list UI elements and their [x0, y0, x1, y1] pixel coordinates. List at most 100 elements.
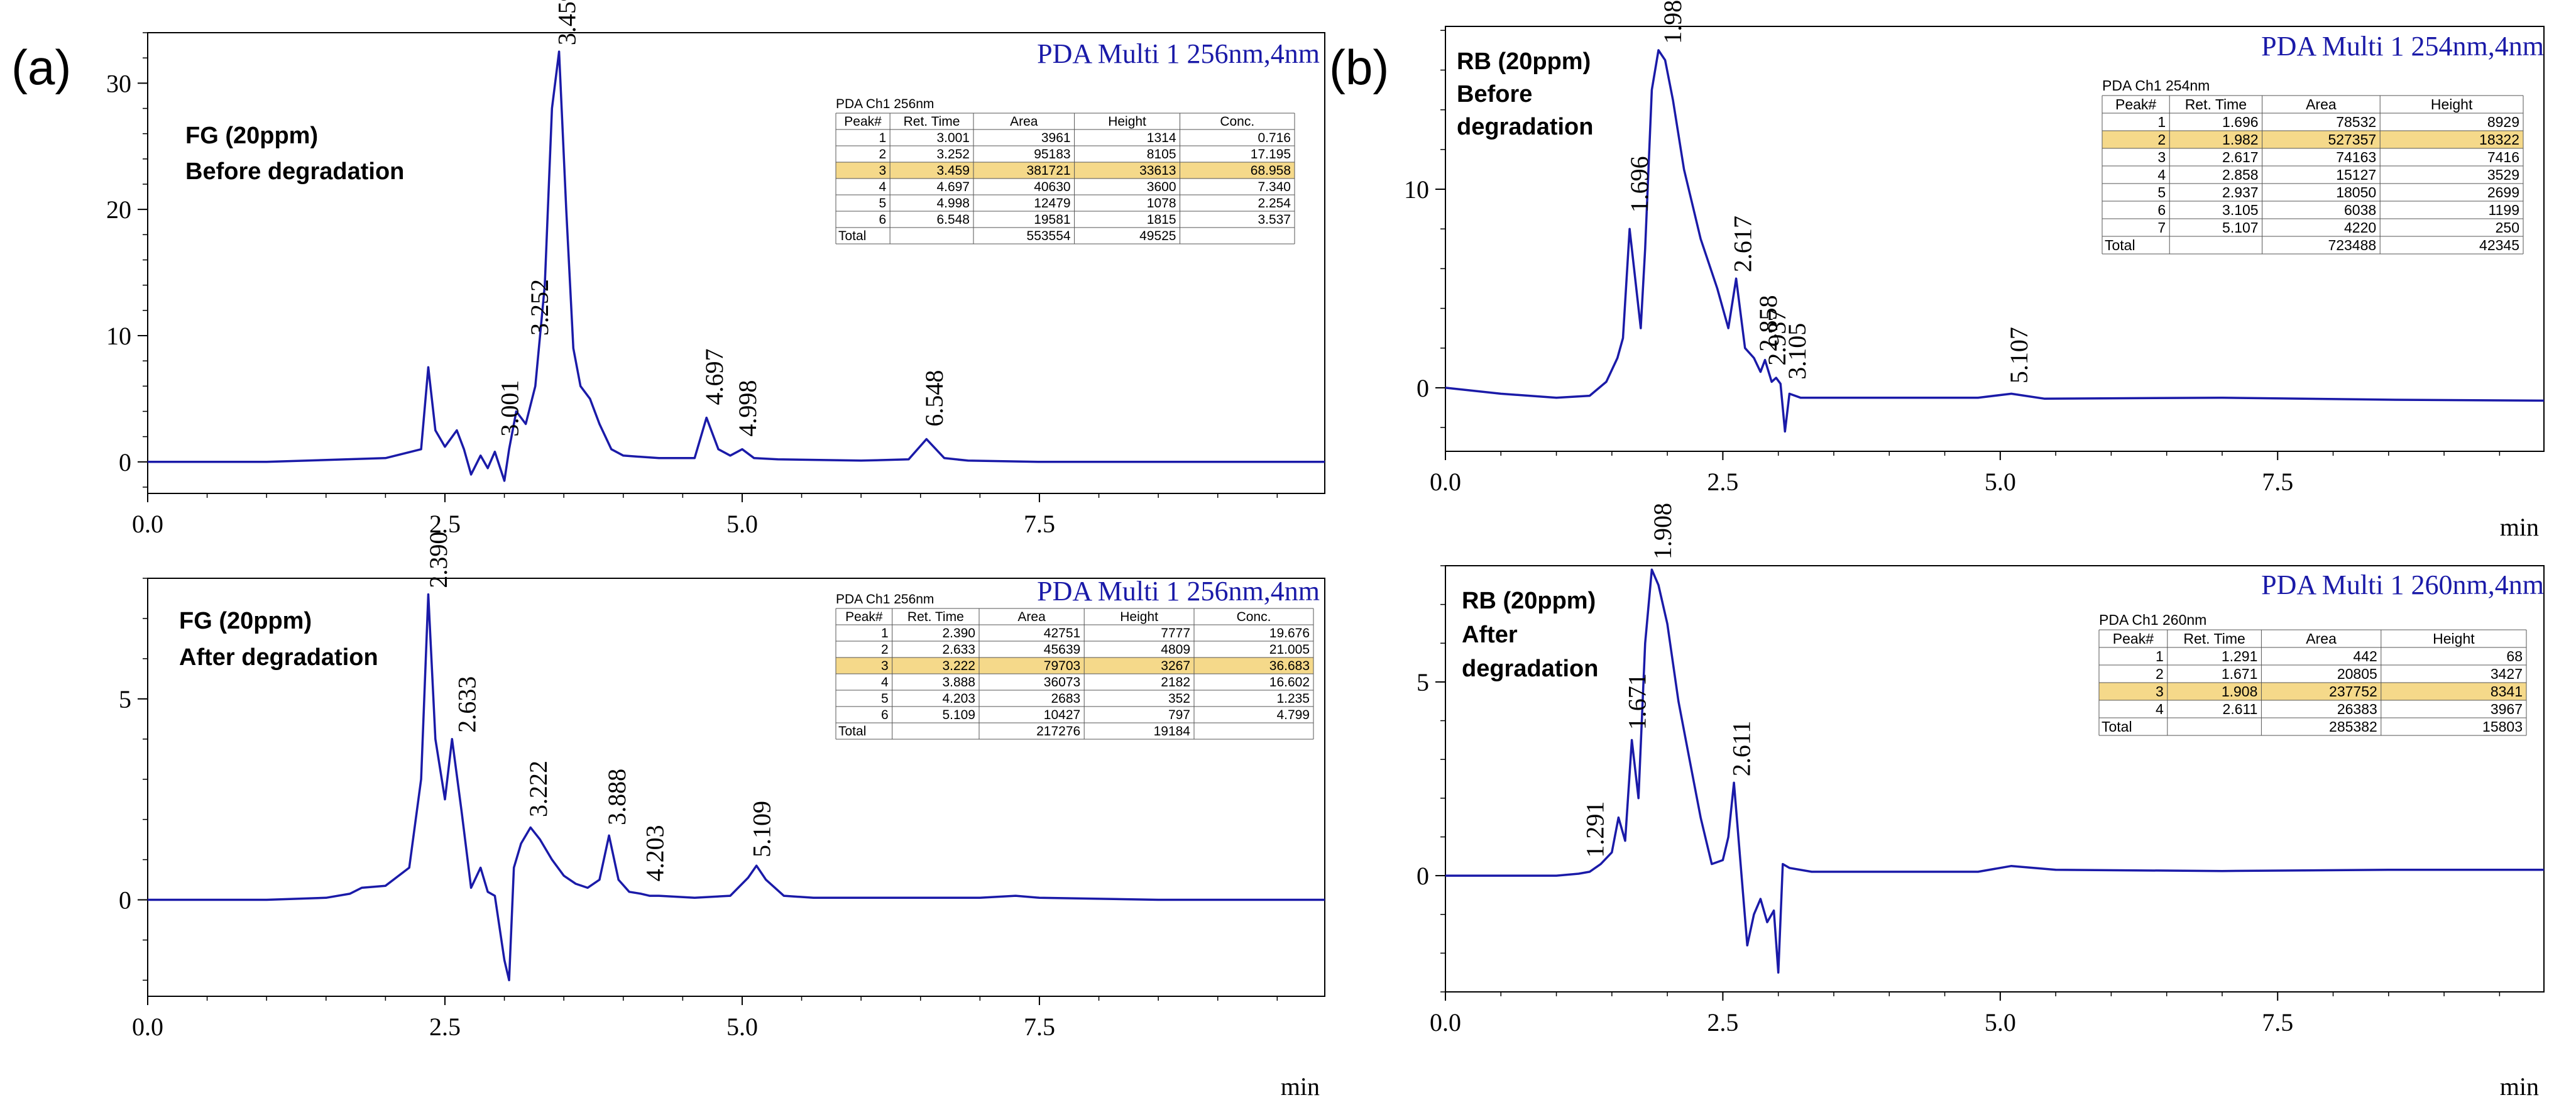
table-cell: 0.716	[1258, 131, 1291, 145]
chart-fg_before: 0.0 2.5 5.0 7.5 0 10 20 30 PDA Multi 1 256nm,4nm…	[106, 0, 1325, 538]
x-tick-label: 2.5	[1707, 468, 1738, 496]
plot-frame	[147, 578, 1325, 997]
peak-label: 2.633	[452, 676, 481, 733]
table-cell: 8929	[2487, 114, 2519, 130]
table-cell: 10427	[1044, 708, 1080, 722]
table-header-cell: Height	[2433, 630, 2475, 647]
peak-label: 5.107	[2005, 327, 2033, 383]
table-cell: 1	[881, 626, 889, 641]
chart-fg_after: 0.0 2.5 5.0 7.5 0 5 min PDA Multi 1 256nm,4nm FG…	[119, 532, 1325, 1100]
y-tick-label: 0	[1417, 862, 1429, 890]
table-header-cell: Peak#	[2113, 630, 2154, 647]
table-cell: 3967	[2491, 701, 2523, 717]
table-cell: Total	[838, 724, 866, 739]
table-cell: 6	[2157, 202, 2166, 218]
table-cell: 4.203	[942, 691, 975, 706]
table-header-cell: Height	[1108, 114, 1146, 129]
table-cell: 3	[879, 163, 886, 178]
chart-rb_before: 0.0 2.5 5.0 7.5 0 10 min PDA Multi 1 254nm,4nm R…	[1404, 0, 2545, 541]
panel-label-a: (a)	[11, 40, 72, 95]
table-cell: 3529	[2487, 167, 2519, 183]
sample-label: FG (20ppm)	[179, 608, 312, 634]
table-cell: 1.908	[2222, 683, 2258, 700]
x-axis-label: min	[1281, 1072, 1320, 1100]
table-cell: 285382	[2329, 718, 2377, 735]
table-cell: 237752	[2329, 683, 2377, 700]
x-axis-label: min	[2500, 513, 2539, 541]
table-cell: Total	[838, 229, 866, 243]
table-cell: 1.235	[1276, 691, 1310, 706]
table-cell: 1815	[1147, 212, 1176, 227]
table-cell: 19.676	[1269, 626, 1310, 641]
table-cell: 527357	[2328, 131, 2376, 148]
peak-label: 2.390	[424, 532, 452, 588]
table-cell: 1314	[1147, 131, 1176, 145]
table-cell: 6	[879, 212, 886, 227]
table-cell: 68.958	[1251, 163, 1291, 178]
table-caption: PDA Ch1 260nm	[2099, 612, 2206, 628]
peak-label: 4.998	[733, 380, 762, 437]
table-header-cell: Ret. Time	[904, 114, 960, 129]
table-cell: 4.799	[1276, 708, 1310, 722]
table-cell: 26383	[2337, 701, 2377, 717]
condition-label: Before degradation	[185, 158, 404, 185]
peak-label: 4.697	[700, 348, 728, 405]
table-cell: 1.982	[2222, 131, 2259, 148]
table-header-cell: Ret. Time	[2185, 96, 2247, 113]
x-tick-label: 5.0	[1985, 1008, 2016, 1037]
table-cell: 16.602	[1269, 675, 1310, 690]
sample-label: RB (20ppm)	[1457, 48, 1591, 75]
table-header-cell: Area	[2306, 630, 2337, 647]
peak-label: 3.459	[552, 0, 581, 45]
table-cell: 1199	[2489, 202, 2519, 218]
table-cell: 1	[2156, 648, 2164, 664]
y-tick-label: 0	[119, 886, 131, 915]
table-cell: 40630	[1034, 180, 1070, 194]
plot-frame	[147, 32, 1325, 494]
series-line	[1445, 49, 2545, 433]
condition-label: Before degradation	[1457, 81, 1593, 140]
table-cell: 5.109	[942, 708, 975, 722]
table-cell: 36073	[1044, 675, 1080, 690]
table-cell: 3600	[1147, 180, 1176, 194]
table-cell: 217276	[1036, 724, 1080, 739]
x-tick-label: 2.5	[429, 510, 461, 538]
table-cell: 5	[879, 196, 886, 211]
table-row-highlight	[836, 657, 1313, 674]
y-tick-label: 30	[106, 69, 131, 97]
peak-label: 1.908	[1648, 503, 1677, 559]
table-cell: 4	[881, 675, 889, 690]
table-header-cell: Ret. Time	[907, 610, 964, 624]
table-cell: 2.633	[942, 642, 975, 657]
table-cell: 2.858	[2222, 167, 2259, 183]
table-cell: 19581	[1034, 212, 1070, 227]
sample-label: FG (20ppm)	[185, 123, 318, 149]
table-cell: 3267	[1161, 659, 1190, 673]
table-cell: 49525	[1139, 229, 1176, 243]
table-cell: 8105	[1147, 147, 1176, 162]
table-cell: 442	[2353, 648, 2377, 664]
table-cell: Total	[2102, 718, 2132, 735]
y-tick-label: 0	[119, 448, 131, 476]
peak-label: 1.982	[1658, 0, 1687, 44]
y-tick-label: 5	[119, 685, 131, 713]
table-cell: 42345	[2479, 237, 2519, 253]
peak-label: 2.611	[1728, 721, 1756, 777]
table-header-cell: Area	[1017, 610, 1046, 624]
x-tick-label: 0.0	[132, 510, 163, 538]
table-cell: 797	[1168, 708, 1190, 722]
table-cell: 79703	[1044, 659, 1080, 673]
table-caption: PDA Ch1 254nm	[2102, 77, 2210, 94]
table-caption: PDA Ch1 256nm	[836, 592, 934, 607]
table-cell: 4220	[2344, 219, 2376, 236]
table-cell: 7416	[2487, 149, 2519, 165]
table-cell: 74163	[2336, 149, 2376, 165]
table-cell: 3.222	[942, 659, 975, 673]
table-cell: 6	[881, 708, 889, 722]
table-cell: 6038	[2344, 202, 2376, 218]
x-tick-label: 5.0	[726, 510, 758, 538]
table-cell: 2.611	[2223, 701, 2258, 717]
table-cell: 3.888	[942, 675, 975, 690]
table-cell: 33613	[1139, 163, 1176, 178]
